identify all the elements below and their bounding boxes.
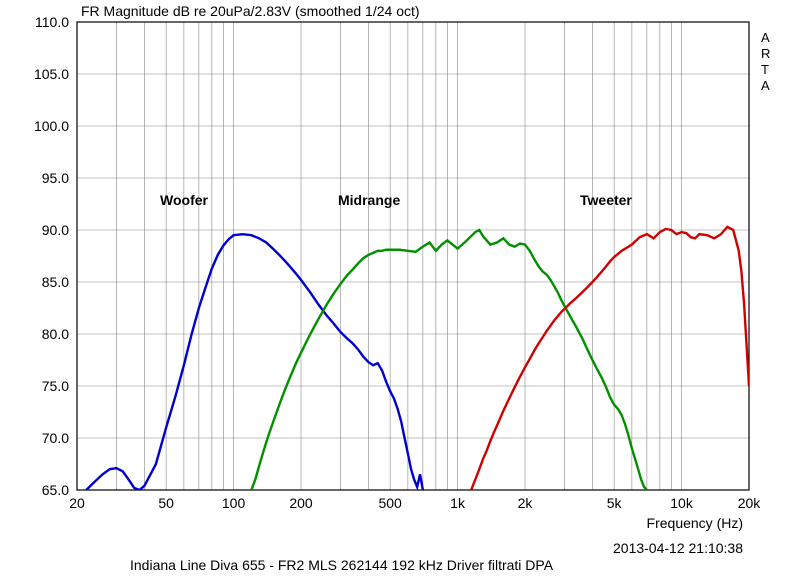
side-label-char: T: [761, 62, 769, 77]
y-tick-label: 95.0: [42, 170, 69, 186]
series-label-midrange: Midrange: [338, 192, 400, 208]
footer-left: Indiana Line Diva 655 - FR2 MLS 262144 1…: [130, 557, 554, 573]
x-tick-label: 1k: [450, 495, 466, 511]
x-tick-label: 50: [158, 495, 174, 511]
series-label-woofer: Woofer: [160, 192, 209, 208]
x-tick-label: 20k: [738, 495, 762, 511]
x-tick-label: 500: [378, 495, 402, 511]
x-tick-label: 5k: [607, 495, 623, 511]
x-axis-label: Frequency (Hz): [647, 515, 743, 531]
x-tick-label: 200: [289, 495, 313, 511]
x-tick-label: 2k: [518, 495, 534, 511]
y-tick-label: 75.0: [42, 378, 69, 394]
side-label-char: R: [761, 46, 770, 61]
footer-right: 2013-04-12 21:10:38: [613, 540, 743, 556]
series-label-tweeter: Tweeter: [580, 192, 632, 208]
y-tick-label: 65.0: [42, 482, 69, 498]
y-tick-label: 85.0: [42, 274, 69, 290]
x-tick-label: 20: [69, 495, 85, 511]
frequency-response-chart: 65.0 70.0 75.0 80.0 85.0 90.0 95.0 100.0 105.0 11…: [0, 0, 790, 588]
x-tick-label: 10k: [670, 495, 694, 511]
side-label-char: A: [761, 78, 770, 93]
y-tick-label: 80.0: [42, 326, 69, 342]
y-tick-label: 70.0: [42, 430, 69, 446]
y-tick-label: 110.0: [35, 14, 69, 30]
y-tick-label: 90.0: [42, 222, 69, 238]
y-tick-label: 100.0: [34, 118, 69, 134]
y-tick-label: 105.0: [34, 66, 69, 82]
x-tick-label: 100: [222, 495, 246, 511]
side-label-char: A: [761, 30, 770, 45]
chart-title: FR Magnitude dB re 20uPa/2.83V (smoothed…: [81, 3, 420, 19]
